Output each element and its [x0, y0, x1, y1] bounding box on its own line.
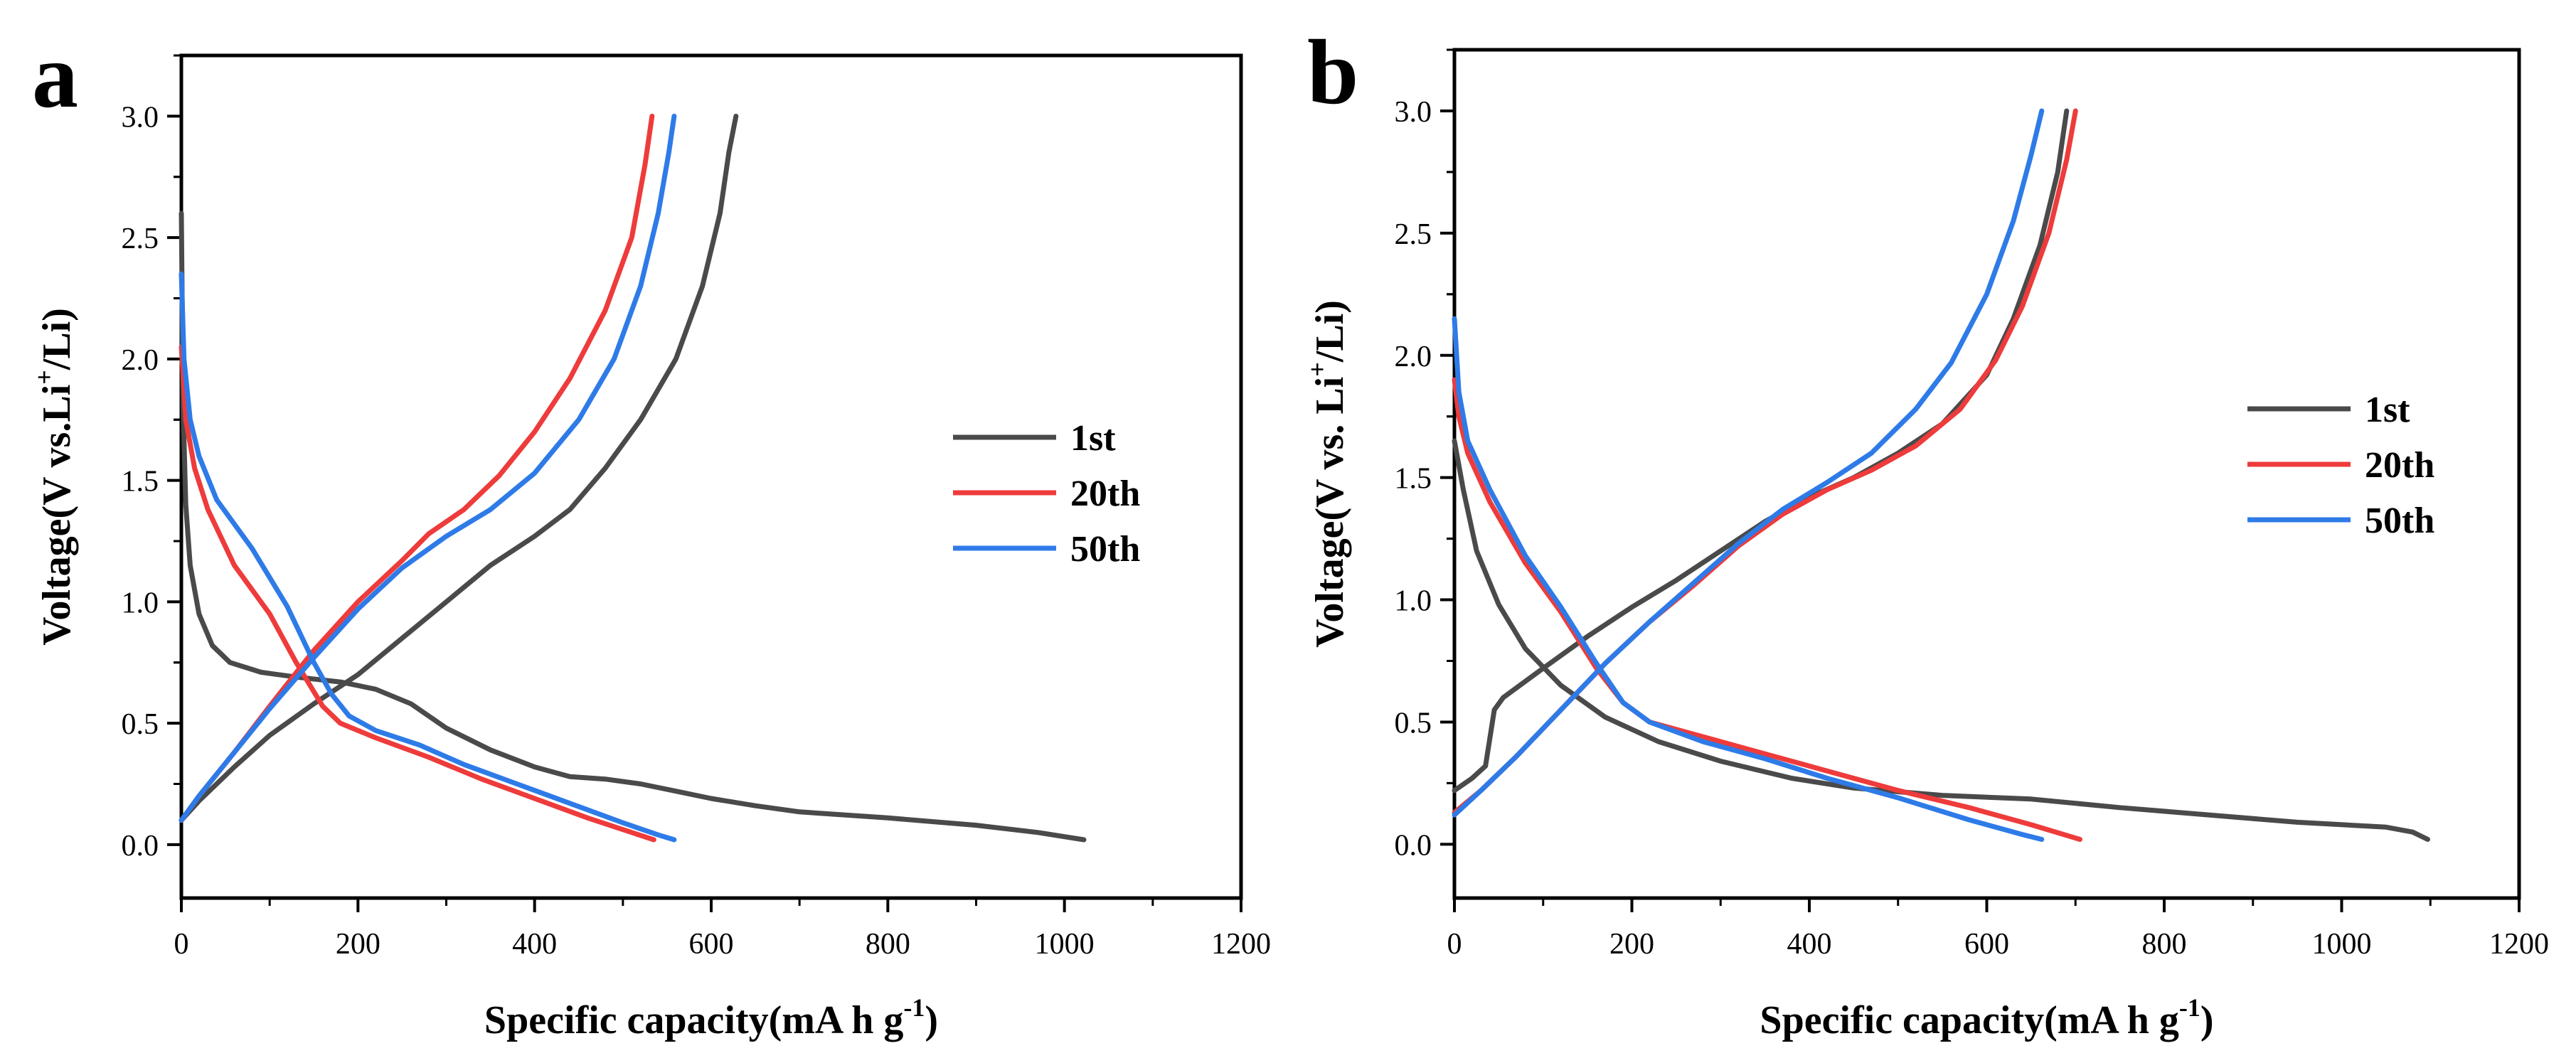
x-tick-label: 0	[174, 928, 189, 961]
x-tick-label: 400	[512, 928, 557, 961]
x-axis-label-main: Specific capacity(mA h g	[1760, 998, 2178, 1042]
y-axis-label: Voltage(V vs. Li+/Li)	[1303, 300, 1352, 648]
y-tick-label: 3.0	[122, 101, 159, 134]
x-tick-label: 200	[336, 928, 380, 961]
x-tick-label: 1200	[2489, 928, 2549, 961]
y-tick-label: 2.5	[122, 223, 159, 255]
legend-label-1st: 1st	[2365, 390, 2410, 430]
x-tick-label: 1200	[1211, 928, 1271, 961]
y-tick-label: 0.0	[122, 830, 159, 862]
series-1st-charge-line	[179, 113, 739, 823]
series-1st-charge-line	[1452, 108, 2070, 794]
x-tick-label: 400	[1787, 928, 1832, 961]
series-50th-discharge-line	[179, 271, 677, 843]
y-axis-label-main: Voltage(V vs. Li	[1308, 377, 1352, 648]
x-tick-label: 200	[1609, 928, 1654, 961]
series-1st-discharge-line	[1452, 438, 2430, 842]
chart-panel-a: 0 200 400 600 800 1000 1200 0.0 0.5 1.0 1.5 2.0 2.5 3…	[30, 25, 1271, 1042]
panel-label: a	[32, 25, 78, 127]
plot-frame	[1452, 48, 2521, 900]
y-tick-label: 2.5	[1395, 218, 1432, 251]
legend-label-20th: 20th	[2365, 445, 2434, 486]
legend-label-1st: 1st	[1070, 418, 1116, 459]
x-tick-label: 1000	[2312, 928, 2372, 961]
y-tick-label: 2.0	[1395, 341, 1432, 373]
y-tick-label: 3.0	[1395, 96, 1432, 129]
legend-label-50th: 50th	[1070, 529, 1140, 570]
x-axis-label: Specific capacity(mA h g-1)	[484, 993, 938, 1042]
series-20th-charge-line	[1452, 108, 2078, 816]
series-20th-charge-line	[179, 113, 655, 823]
x-tick-label: 600	[689, 928, 734, 961]
x-tick-label: 600	[1964, 928, 2009, 961]
x-tick-label: 0	[1447, 928, 1462, 961]
y-tick-label: 0.0	[1395, 829, 1432, 862]
x-tick-label: 800	[866, 928, 910, 961]
y-axis-label-sup: +	[30, 370, 58, 385]
series-1st-discharge-line	[179, 210, 1087, 843]
legend-label-20th: 20th	[1070, 474, 1140, 514]
x-axis-label-end: )	[2200, 998, 2214, 1042]
x-axis-label-sup: -1	[903, 993, 925, 1022]
chart-panel-b: 0 200 400 600 800 1000 1200 0.0 0.5 1.0 1.5 2.0 2.5 3…	[1303, 21, 2549, 1042]
legend-label-50th: 50th	[2365, 501, 2434, 541]
series-50th-discharge-line	[1452, 316, 2045, 842]
panel-label: b	[1307, 21, 1358, 124]
y-axis-label-main: Voltage(V vs.Li	[35, 385, 79, 646]
x-axis-label-end: )	[925, 998, 938, 1042]
x-tick-label: 800	[2142, 928, 2187, 961]
y-axis-label: Voltage(V vs.Li+/Li)	[30, 308, 79, 646]
y-axis-label-sup: +	[1303, 362, 1331, 377]
series-50th-charge-line	[179, 113, 677, 823]
series-50th-charge-line	[1452, 108, 2045, 818]
y-tick-label: 0.5	[1395, 707, 1432, 739]
y-tick-label: 1.0	[122, 587, 159, 619]
y-tick-label: 0.5	[122, 708, 159, 741]
x-axis-label: Specific capacity(mA h g-1)	[1760, 993, 2213, 1042]
y-axis-label-end: /Li)	[35, 308, 79, 370]
series-20th-discharge-line	[179, 344, 656, 843]
y-tick-label: 1.0	[1395, 585, 1432, 618]
y-tick-label: 1.5	[1395, 463, 1432, 496]
x-axis-label-main: Specific capacity(mA h g	[484, 998, 903, 1042]
y-tick-label: 2.0	[122, 344, 159, 377]
x-axis-label-sup: -1	[2179, 993, 2200, 1022]
y-axis-label-end: /Li)	[1308, 300, 1352, 363]
x-tick-label: 1000	[1035, 928, 1095, 961]
y-tick-label: 1.5	[122, 466, 159, 498]
